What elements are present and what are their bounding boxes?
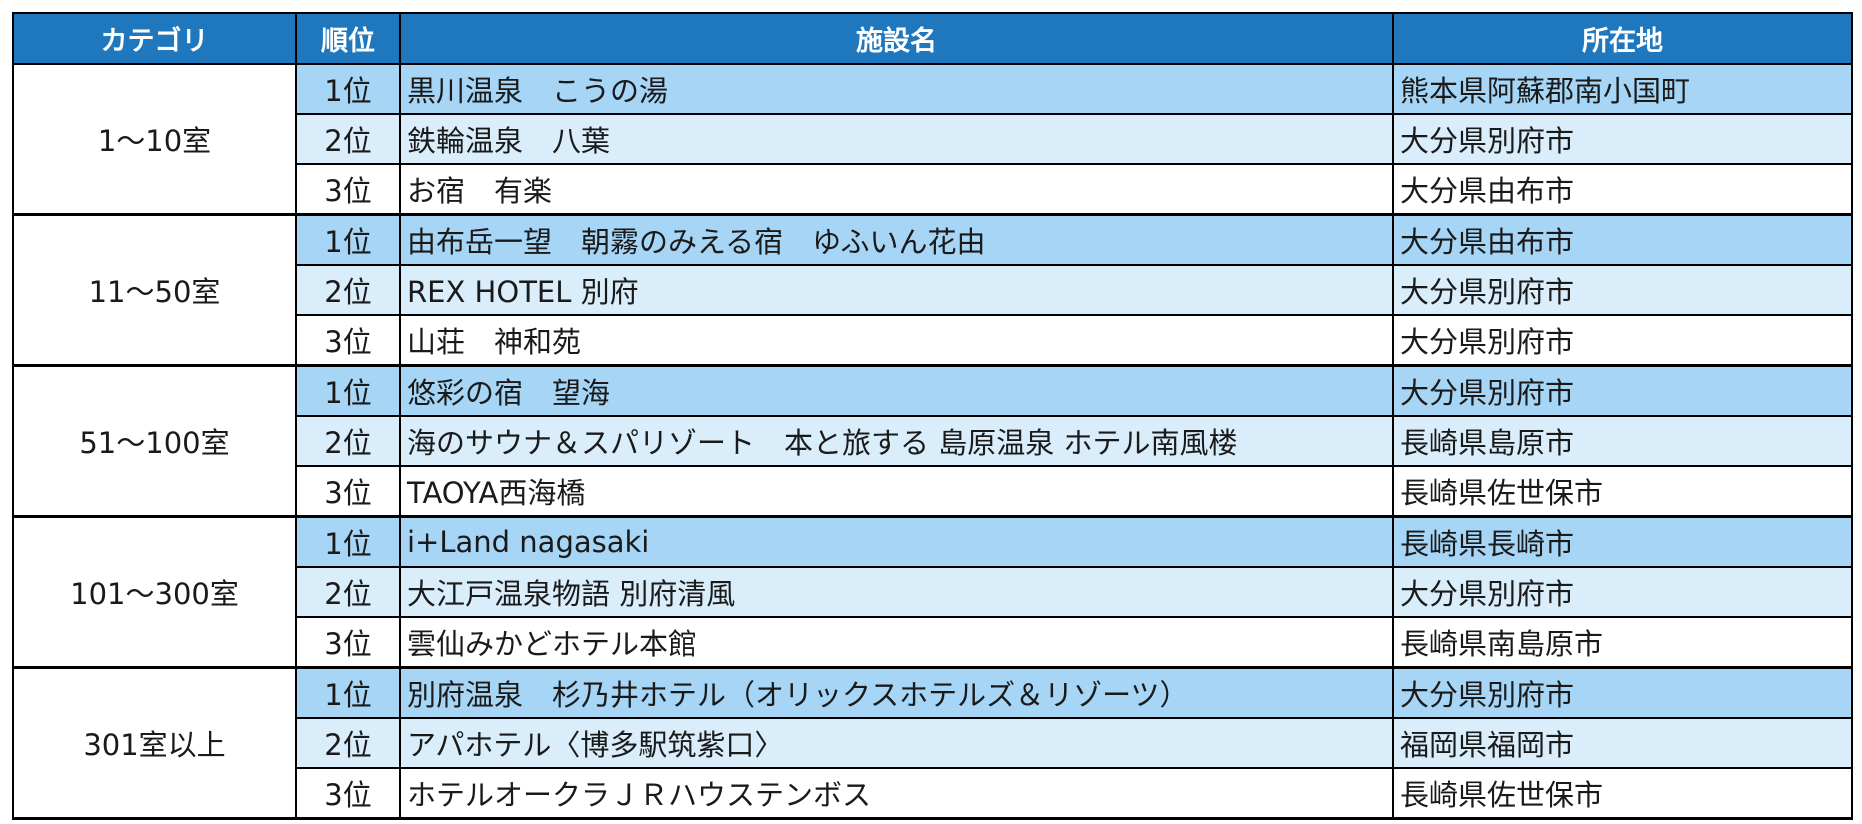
location-cell: 大分県別府市 [1392,666,1853,719]
location-cell: 長崎県島原市 [1392,415,1853,467]
facility-cell: 黒川温泉 こうの湯 [399,63,1394,115]
table-row: 2位 REX HOTEL 別府 大分県別府市 [13,264,1853,316]
facility-cell: 悠彩の宿 望海 [399,364,1394,417]
rank-cell: 2位 [295,566,401,618]
location-cell: 大分県別府市 [1392,364,1853,417]
table-row: 2位 海のサウナ＆スパリゾート 本と旅する 島原温泉 ホテル南風楼 長崎県島原市 [13,415,1853,467]
location-cell: 大分県別府市 [1392,566,1853,618]
location-cell: 大分県別府市 [1392,314,1853,367]
table-row: 3位 山荘 神和苑 大分県別府市 [13,314,1853,367]
location-cell: 大分県別府市 [1392,264,1853,316]
rank-cell: 1位 [295,364,401,417]
location-cell: 大分県別府市 [1392,113,1853,165]
facility-cell: 由布岳一望 朝霧のみえる宿 ゆふいん花由 [399,213,1394,266]
header-category: カテゴリ [12,12,297,65]
category-cell: 301室以上 [12,666,297,820]
location-cell: 大分県由布市 [1392,163,1853,216]
facility-cell: i+Land nagasaki [399,515,1394,568]
location-cell: 熊本県阿蘇郡南小国町 [1392,63,1853,115]
table-header-row: カテゴリ 順位 施設名 所在地 [12,12,1853,65]
table-row: 2位 大江戸温泉物語 別府清風 大分県別府市 [13,566,1853,618]
facility-cell: 山荘 神和苑 [399,314,1394,367]
facility-cell: 雲仙みかどホテル本館 [399,616,1394,669]
facility-cell: REX HOTEL 別府 [399,264,1394,316]
facility-cell: TAOYA西海橋 [399,465,1394,518]
facility-cell: お宿 有楽 [399,163,1394,216]
rank-cell: 3位 [295,163,401,216]
table-row: 3位 TAOYA西海橋 長崎県佐世保市 [13,465,1853,518]
header-rank: 順位 [295,12,401,65]
ranking-table-container: カテゴリ 順位 施設名 所在地 1～10室 1位 黒川温泉 こうの湯 熊本県阿蘇… [12,12,1853,820]
location-cell: 大分県由布市 [1392,213,1853,266]
header-location: 所在地 [1392,12,1853,65]
table-row: 2位 アパホテル〈博多駅筑紫口〉 福岡県福岡市 [13,717,1853,769]
rank-cell: 3位 [295,314,401,367]
location-cell: 長崎県長崎市 [1392,515,1853,568]
rank-cell: 2位 [295,113,401,165]
location-cell: 長崎県佐世保市 [1392,767,1853,820]
table-row: 3位 雲仙みかどホテル本館 長崎県南島原市 [13,616,1853,669]
facility-cell: アパホテル〈博多駅筑紫口〉 [399,717,1394,769]
rank-cell: 3位 [295,767,401,820]
table-row: 11～50室 1位 由布岳一望 朝霧のみえる宿 ゆふいん花由 大分県由布市 [12,213,1853,367]
location-cell: 長崎県南島原市 [1392,616,1853,669]
table-row: 1～10室 1位 黒川温泉 こうの湯 熊本県阿蘇郡南小国町 [12,63,1853,216]
table-row: 2位 鉄輪温泉 八葉 大分県別府市 [13,113,1853,165]
table-row: 301室以上 1位 別府温泉 杉乃井ホテル（オリックスホテルズ＆リゾーツ） 大分… [12,666,1853,820]
rank-cell: 1位 [295,666,401,719]
rank-cell: 3位 [295,465,401,518]
table-row: 3位 お宿 有楽 大分県由布市 [13,163,1853,216]
facility-cell: ホテルオークラＪＲハウステンボス [399,767,1394,820]
category-cell: 1～10室 [12,63,297,216]
rank-cell: 2位 [295,264,401,316]
rank-cell: 2位 [295,415,401,467]
rank-cell: 3位 [295,616,401,669]
category-cell: 51～100室 [12,364,297,518]
category-cell: 101～300室 [12,515,297,669]
header-facility: 施設名 [399,12,1394,65]
rank-cell: 2位 [295,717,401,769]
rank-cell: 1位 [295,213,401,266]
table-row: 101～300室 1位 i+Land nagasaki 長崎県長崎市 [12,515,1853,669]
category-cell: 11～50室 [12,213,297,367]
rank-cell: 1位 [295,63,401,115]
rank-cell: 1位 [295,515,401,568]
facility-cell: 大江戸温泉物語 別府清風 [399,566,1394,618]
facility-cell: 鉄輪温泉 八葉 [399,113,1394,165]
facility-cell: 別府温泉 杉乃井ホテル（オリックスホテルズ＆リゾーツ） [399,666,1394,719]
ranking-table: カテゴリ 順位 施設名 所在地 1～10室 1位 黒川温泉 こうの湯 熊本県阿蘇… [12,12,1853,820]
facility-cell: 海のサウナ＆スパリゾート 本と旅する 島原温泉 ホテル南風楼 [399,415,1394,467]
location-cell: 福岡県福岡市 [1392,717,1853,769]
table-row: 3位 ホテルオークラＪＲハウステンボス 長崎県佐世保市 [13,767,1853,820]
location-cell: 長崎県佐世保市 [1392,465,1853,518]
table-row: 51～100室 1位 悠彩の宿 望海 大分県別府市 [12,364,1853,518]
